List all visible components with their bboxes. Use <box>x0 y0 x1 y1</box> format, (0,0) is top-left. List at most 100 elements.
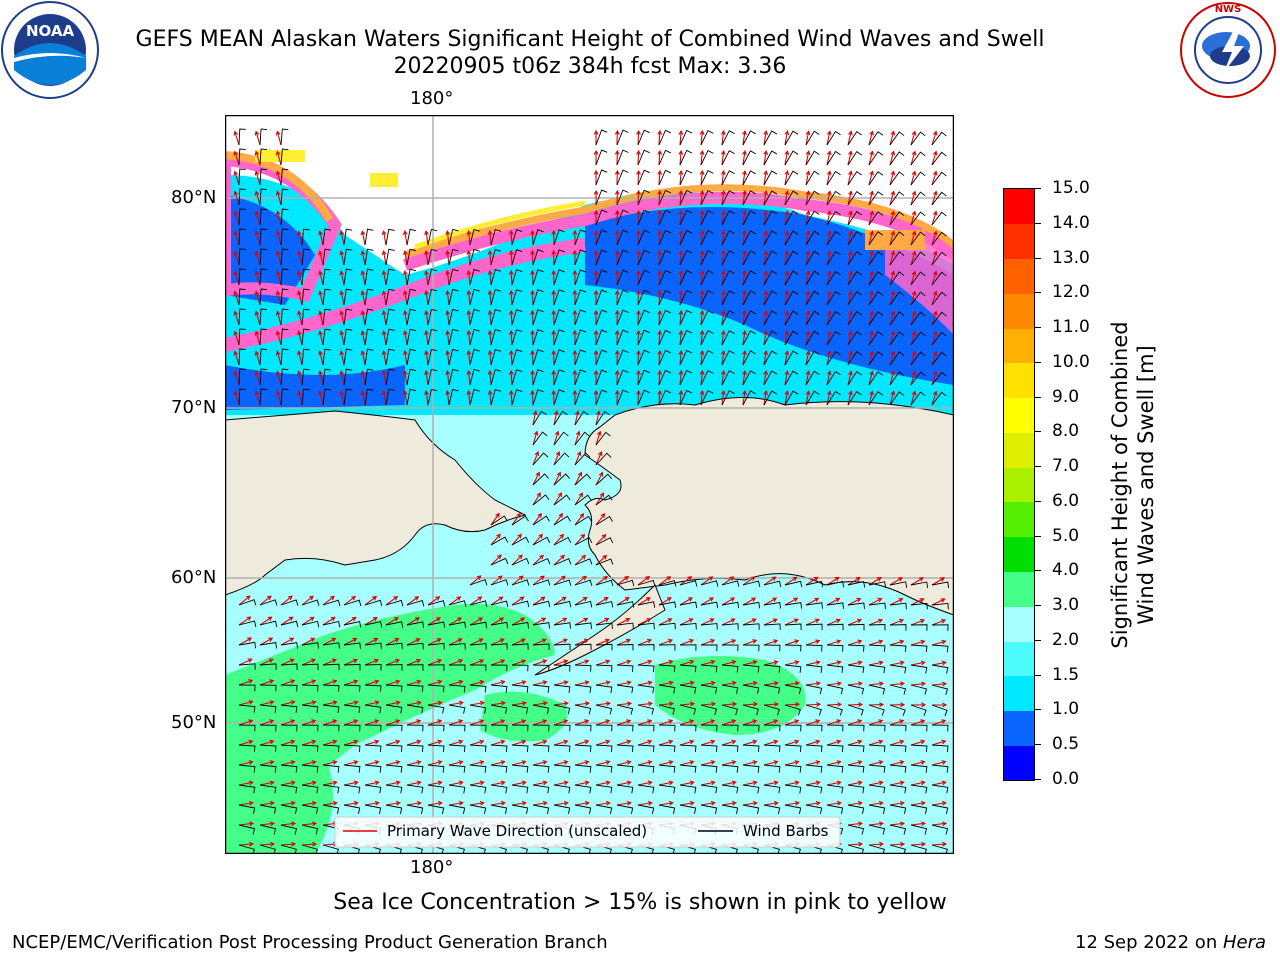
wave-arrow <box>233 350 240 366</box>
colorbar-tick-label: 1.0 <box>1052 699 1080 720</box>
wind-barb <box>616 269 629 286</box>
wave-arrow <box>275 270 282 286</box>
wind-barb <box>322 784 340 794</box>
wind-barb <box>238 328 246 346</box>
wave-arrow <box>678 209 684 226</box>
wind-barb <box>805 290 820 306</box>
wind-barb <box>826 580 845 588</box>
wind-barb <box>679 169 693 186</box>
lon-label-top: 180° <box>410 88 454 109</box>
wave-arrow <box>280 739 296 746</box>
wind-barb <box>532 744 550 753</box>
wave-arrow <box>595 701 612 707</box>
wind-barb <box>910 331 926 346</box>
wave-arrow <box>360 390 366 406</box>
wind-barb <box>406 308 417 326</box>
wave-arrow <box>742 129 747 146</box>
wind-barb <box>511 724 529 732</box>
wave-arrow <box>847 702 864 707</box>
wave-arrow <box>574 760 590 766</box>
wind-barb <box>238 724 256 732</box>
wind-barb <box>280 704 298 713</box>
wave-arrow <box>275 150 282 166</box>
wind-barb <box>868 131 884 146</box>
wave-arrow <box>364 595 378 606</box>
wind-barb <box>343 388 353 406</box>
wind-barb <box>616 804 634 814</box>
wave-arrow <box>931 719 947 726</box>
wave-arrow <box>322 700 338 706</box>
wind-barb <box>322 288 331 306</box>
wind-barb <box>763 270 778 286</box>
wind-barb <box>784 370 799 386</box>
wave-arrow <box>931 330 938 346</box>
wave-arrow <box>910 639 926 646</box>
wind-barb <box>553 664 571 672</box>
wind-barb <box>322 348 331 366</box>
wind-barb <box>637 704 655 715</box>
wave-arrow <box>339 290 345 306</box>
wind-barb <box>700 601 719 609</box>
wind-barb <box>364 744 382 753</box>
wave-arrow <box>553 430 560 446</box>
wind-barb <box>847 150 862 166</box>
wave-arrow <box>868 780 884 786</box>
wave-arrow <box>637 701 654 707</box>
wave-arrow <box>784 290 790 306</box>
wave-arrow <box>553 533 565 546</box>
colorbar-tick-label: 14.0 <box>1052 212 1090 233</box>
wind-barb <box>574 349 587 366</box>
wave-arrow <box>553 471 562 486</box>
wave-arrow <box>469 800 485 806</box>
colorbar-segment <box>1004 397 1034 433</box>
wave-arrow <box>678 149 684 166</box>
wind-barb <box>721 764 739 773</box>
wave-arrow <box>658 659 674 666</box>
wave-arrow <box>595 617 610 626</box>
wave-arrow <box>847 370 853 386</box>
wave-arrow <box>826 719 842 726</box>
wave-arrow <box>427 800 443 806</box>
wave-arrow <box>657 169 663 186</box>
wave-arrow <box>657 249 663 266</box>
wind-barb <box>280 744 298 753</box>
wind-barb <box>553 558 572 566</box>
wave-arrow <box>385 719 401 726</box>
wave-arrow <box>406 638 421 646</box>
wind-barb <box>532 600 551 608</box>
wave-arrow <box>679 701 696 707</box>
wind-barb <box>427 348 438 366</box>
wave-arrow <box>406 800 422 806</box>
wind-barb <box>700 309 714 326</box>
wave-arrow <box>469 700 485 706</box>
wind-barb <box>700 289 714 306</box>
wave-arrow <box>511 575 524 586</box>
wave-arrow <box>742 329 747 346</box>
wave-arrow <box>511 512 521 526</box>
wave-arrow <box>699 169 705 186</box>
wave-arrow <box>595 554 608 566</box>
wave-arrow <box>678 269 684 286</box>
wave-arrow <box>742 618 757 626</box>
wind-barb <box>700 784 718 794</box>
wind-barb <box>322 704 340 714</box>
wave-arrow <box>889 390 896 406</box>
wave-arrow <box>699 249 705 266</box>
wave-arrow <box>318 350 324 366</box>
wave-arrow <box>636 309 641 326</box>
wind-barb <box>679 249 693 266</box>
wave-arrow <box>679 739 695 746</box>
wave-arrow <box>868 270 874 286</box>
wind-barb <box>868 211 884 226</box>
svg-text:Wind Waves and Swell [m]: Wind Waves and Swell [m] <box>1134 345 1158 625</box>
wind-barb <box>532 643 550 651</box>
wave-arrow <box>700 639 716 646</box>
wave-arrow <box>679 638 695 646</box>
wave-arrow <box>445 269 451 286</box>
wave-arrow <box>595 451 603 466</box>
wave-arrow <box>910 190 917 206</box>
wave-arrow <box>532 780 548 786</box>
wave-arrow <box>826 290 832 306</box>
wind-barb <box>742 330 756 346</box>
wave-arrow <box>931 190 938 206</box>
